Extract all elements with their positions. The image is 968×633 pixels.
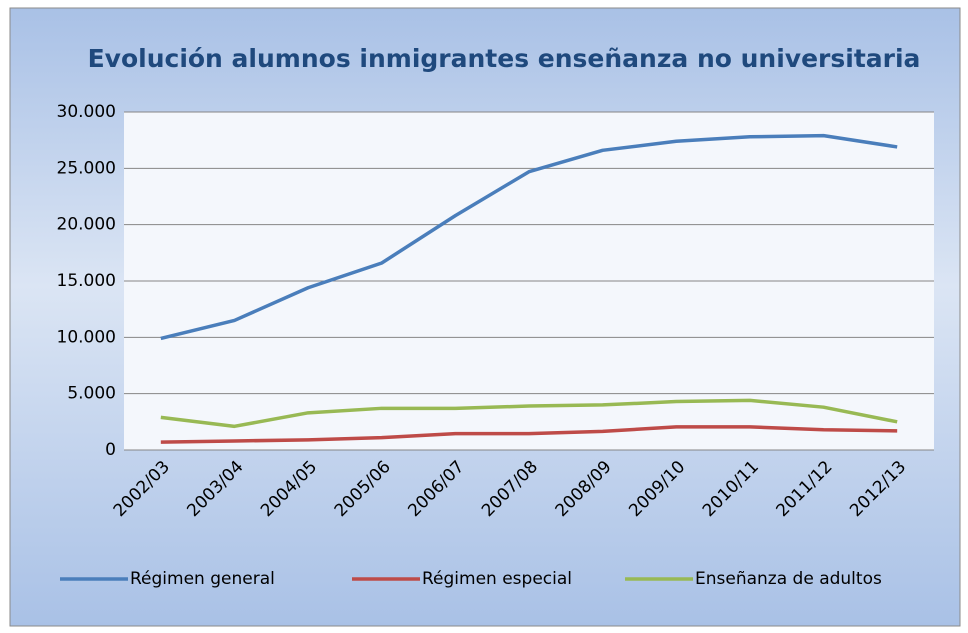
y-tick-label: 25.000 xyxy=(57,158,116,178)
y-tick-label: 10.000 xyxy=(57,327,116,347)
series-line xyxy=(160,425,898,444)
legend-label: Enseñanza de adultos xyxy=(695,569,882,589)
series-line xyxy=(160,398,898,429)
y-tick-label: 30.000 xyxy=(57,102,116,122)
y-tick-label: 20.000 xyxy=(57,215,116,235)
series-line xyxy=(160,133,898,341)
y-tick-label: 15.000 xyxy=(57,271,116,291)
legend-label: Régimen general xyxy=(130,569,275,589)
legend-label: Régimen especial xyxy=(422,569,572,589)
y-tick-label: 5.000 xyxy=(67,384,116,404)
y-tick-label: 0 xyxy=(105,440,116,460)
chart-title: Evolución alumnos inmigrantes enseñanza … xyxy=(88,44,921,73)
